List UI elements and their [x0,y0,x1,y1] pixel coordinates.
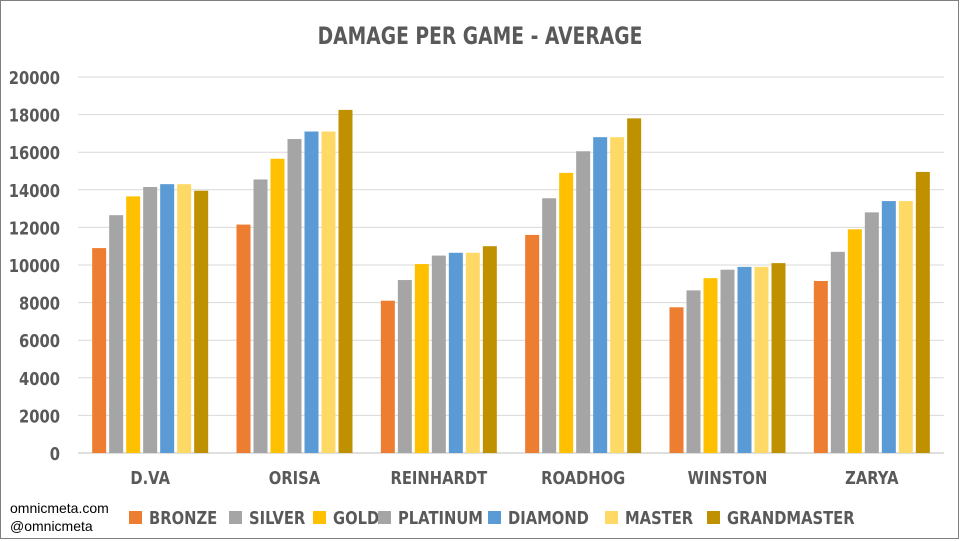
legend-label: PLATINUM [398,508,483,529]
bar-diamond-roadhog [593,137,608,453]
bar-grandmaster-zarya [915,171,930,453]
bar-platinum-winston [720,269,735,453]
bar-silver-zarya [830,251,845,453]
bar-bronze-dva [92,248,107,453]
x-tick-label: ROADHOG [541,468,625,489]
bar-silver-dva [109,215,124,453]
bar-bronze-roadhog [525,234,540,453]
bar-grandmaster-dva [194,190,209,454]
bar-platinum-roadhog [576,151,591,453]
bar-diamond-reinhardt [448,252,463,453]
bar-grandmaster-reinhardt [482,246,497,453]
bar-silver-reinhardt [397,280,412,453]
y-tick-label: 6000 [19,331,60,352]
y-tick-label: 8000 [19,293,60,314]
legend-label: MASTER [625,508,693,529]
bar-bronze-reinhardt [380,300,395,453]
legend-swatch [229,511,242,524]
bar-gold-reinhardt [414,264,429,453]
legend-swatch [605,511,618,524]
legend-swatch [313,511,326,524]
y-tick-label: 18000 [9,105,60,126]
bar-platinum-dva [143,186,158,454]
credit-handle: @omnicmeta [10,518,93,534]
bar-gold-winston [703,278,718,453]
x-tick-label: ORISA [269,468,321,489]
bar-master-zarya [898,201,913,453]
bar-platinum-reinhardt [431,255,446,453]
legend-swatch [129,511,142,524]
bar-bronze-zarya [813,280,828,453]
legend-swatch [488,511,501,524]
bar-gold-orisa [270,158,285,453]
y-tick-label: 10000 [9,256,60,277]
x-tick-label: ZARYA [845,468,899,489]
bar-platinum-orisa [287,139,302,454]
y-tick-label: 4000 [19,368,60,389]
bar-master-reinhardt [465,252,480,453]
legend-label: GRANDMASTER [727,508,855,529]
x-tick-label: REINHARDT [391,468,488,489]
legend-swatch [378,511,391,524]
bar-bronze-orisa [236,224,251,453]
bar-silver-winston [686,290,701,453]
y-tick-label: 20000 [9,68,60,89]
bar-master-winston [754,266,769,453]
bar-diamond-zarya [881,201,896,453]
legend-label: GOLD [333,508,379,529]
bar-silver-orisa [253,179,268,453]
y-tick-label: 14000 [9,180,60,201]
credit-website: omnicmeta.com [10,500,109,516]
x-tick-label: WINSTON [688,468,768,489]
bar-platinum-zarya [864,212,879,453]
bar-bronze-winston [669,307,684,453]
bar-diamond-orisa [304,131,319,453]
bar-gold-dva [126,196,141,453]
bar-silver-roadhog [542,198,557,453]
chart-title: DAMAGE PER GAME - AVERAGE [318,23,643,51]
y-tick-label: 12000 [9,218,60,239]
bar-grandmaster-orisa [338,109,353,454]
bar-gold-zarya [847,229,862,453]
bar-diamond-dva [160,184,175,453]
bar-master-orisa [321,131,336,453]
bar-grandmaster-winston [771,263,786,453]
bar-grandmaster-roadhog [627,118,642,454]
bar-master-dva [177,184,192,453]
legend-label: SILVER [249,508,306,529]
y-tick-label: 2000 [19,406,60,427]
bar-master-roadhog [610,137,625,453]
legend-swatch [707,511,720,524]
bar-gold-roadhog [559,172,574,453]
y-tick-label: 0 [50,444,60,465]
y-tick-label: 16000 [9,143,60,164]
bar-diamond-winston [737,266,752,453]
legend-label: DIAMOND [508,508,589,529]
legend-label: BRONZE [149,508,217,529]
x-tick-label: D.VA [130,468,170,489]
